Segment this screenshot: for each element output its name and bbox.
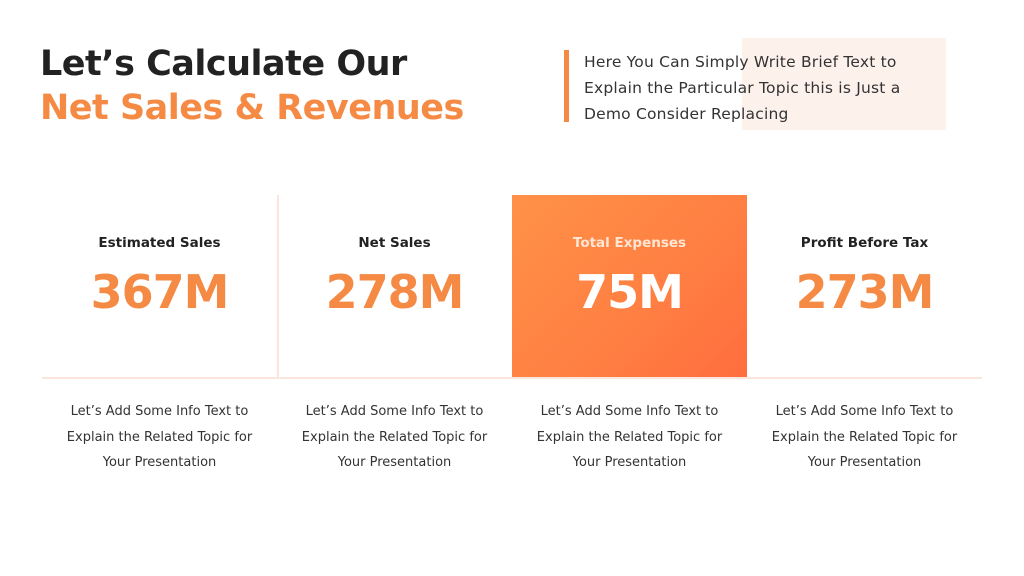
metric-value: 75M — [576, 265, 684, 319]
info-line: Let’s Add Some Info Text to — [305, 404, 484, 419]
callout-accent-bar — [564, 50, 569, 122]
metric-card-total-expenses-highlighted: Total Expenses 75M — [512, 195, 747, 378]
metric-label: Net Sales — [358, 235, 431, 251]
metric-value: 367M — [90, 265, 230, 319]
info-line: Your Presentation — [337, 455, 452, 470]
metric-info-text: Let’s Add Some Info Text to Explain the … — [747, 399, 982, 476]
metric-info-text: Let’s Add Some Info Text to Explain the … — [42, 399, 277, 476]
callout-text: Here You Can Simply Write Brief Text to … — [584, 49, 954, 127]
info-line: Let’s Add Some Info Text to — [775, 404, 954, 419]
metric-value: 273M — [795, 265, 935, 319]
info-line: Your Presentation — [807, 455, 922, 470]
metric-label: Estimated Sales — [98, 235, 221, 251]
title-line-1: Let’s Calculate Our — [40, 44, 407, 84]
info-line: Your Presentation — [572, 455, 687, 470]
metric-info-text: Let’s Add Some Info Text to Explain the … — [277, 399, 512, 476]
callout-line: Here You Can Simply Write Brief Text to — [584, 53, 897, 71]
metric-value: 278M — [325, 265, 465, 319]
title-line-2-accent: Net Sales & Revenues — [40, 88, 464, 128]
callout-line: Demo Consider Replacing — [584, 105, 789, 123]
metric-card-net-sales: Net Sales 278M — [277, 195, 512, 378]
metric-label: Total Expenses — [572, 235, 687, 251]
info-line: Your Presentation — [102, 455, 217, 470]
metric-card-profit-before-tax: Profit Before Tax 273M — [747, 195, 982, 378]
metric-label: Profit Before Tax — [800, 235, 929, 251]
info-line: Explain the Related Topic for — [301, 429, 488, 445]
info-line: Explain the Related Topic for — [66, 429, 253, 445]
vertical-divider — [277, 195, 279, 378]
info-line: Explain the Related Topic for — [536, 429, 723, 445]
horizontal-divider — [42, 377, 982, 379]
info-line: Let’s Add Some Info Text to — [540, 404, 719, 419]
metric-info-text: Let’s Add Some Info Text to Explain the … — [512, 399, 747, 476]
metric-card-estimated-sales: Estimated Sales 367M — [42, 195, 277, 378]
page-title: Let’s Calculate Our Net Sales & Revenues — [40, 42, 464, 130]
callout-line: Explain the Particular Topic this is Jus… — [584, 79, 901, 97]
callout-background — [742, 38, 946, 130]
info-line: Let’s Add Some Info Text to — [70, 404, 249, 419]
info-line: Explain the Related Topic for — [771, 429, 958, 445]
